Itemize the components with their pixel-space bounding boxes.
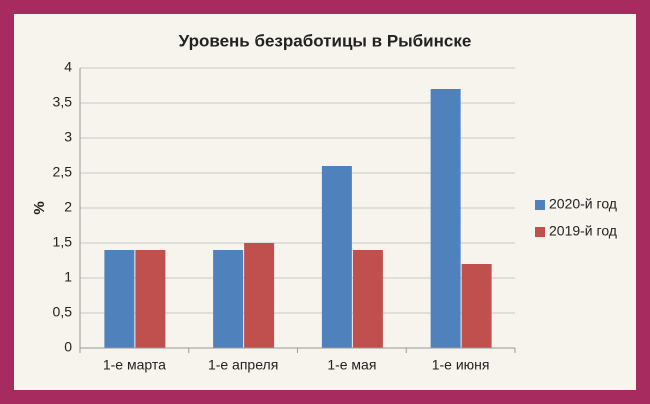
legend-swatch — [535, 200, 545, 210]
y-tick-label: 3,5 — [53, 94, 73, 110]
y-tick-label: 4 — [64, 59, 72, 75]
y-tick-label: 3 — [64, 129, 72, 145]
bar — [461, 264, 492, 348]
y-tick-label: 0,5 — [53, 304, 73, 320]
x-tick-label: 1-е апреля — [208, 357, 278, 373]
bar — [135, 250, 166, 348]
y-tick-label: 0 — [64, 339, 72, 355]
x-tick-label: 1-е июня — [432, 357, 490, 373]
y-axis-label: % — [31, 201, 48, 214]
y-tick-label: 2,5 — [53, 164, 73, 180]
x-tick-label: 1-е марта — [103, 357, 166, 373]
legend-label: 2019-й год — [549, 223, 617, 239]
y-tick-label: 2 — [64, 199, 72, 215]
bar — [244, 243, 275, 348]
x-tick-label: 1-е мая — [327, 357, 376, 373]
bar — [213, 250, 244, 348]
bar — [104, 250, 135, 348]
chart-title: Уровень безработицы в Рыбинске — [179, 31, 472, 50]
bar — [430, 89, 461, 348]
y-tick-label: 1,5 — [53, 234, 73, 250]
bar — [352, 250, 383, 348]
bar — [321, 166, 352, 348]
legend-swatch — [535, 227, 545, 237]
y-tick-label: 1 — [64, 269, 72, 285]
legend-label: 2020-й год — [549, 196, 617, 212]
